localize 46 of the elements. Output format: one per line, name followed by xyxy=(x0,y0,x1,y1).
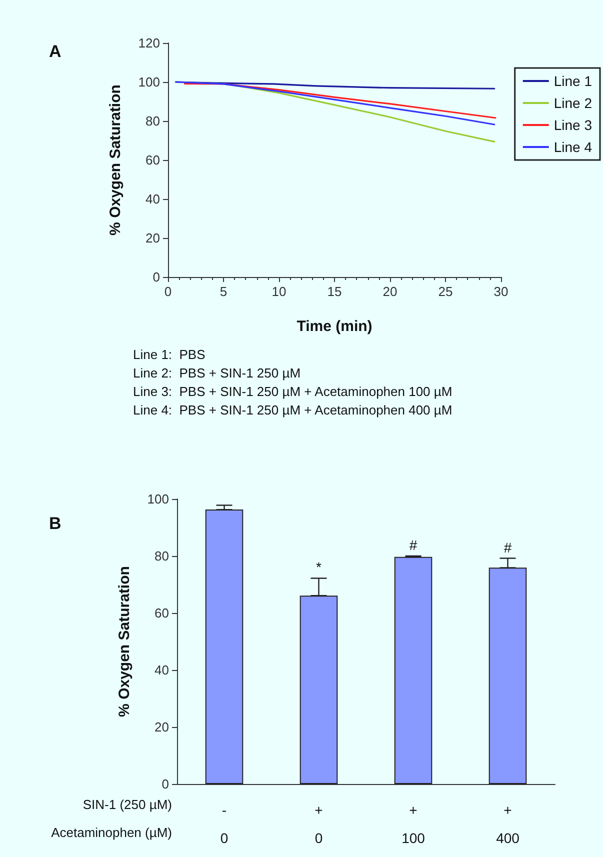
y-axis-title: % Oxygen Saturation xyxy=(116,566,133,717)
x-tick-label: + 400 xyxy=(496,802,520,846)
text: Line 1: PBS xyxy=(133,347,206,362)
text: Acetaminophen (µM) xyxy=(51,825,172,840)
y-tick-label: 80 xyxy=(146,114,160,128)
x-tick-label: 25 xyxy=(438,284,453,299)
y-tick-label: 60 xyxy=(154,606,169,620)
legend-label: Line 2 xyxy=(554,95,592,111)
legend-label: Line 3 xyxy=(554,117,592,133)
x-axis-title: Time (min) xyxy=(296,318,372,335)
x-tick-label: 10 xyxy=(272,284,286,299)
y-tick-label: 120 xyxy=(138,36,160,50)
text: Line 2: PBS + SIN-1 250 µM xyxy=(133,366,301,380)
text: Line 3: PBS + SIN-1 250 µM + Acetaminophen 100 µM xyxy=(133,384,452,399)
annotation: * xyxy=(316,559,322,576)
y-tick-label: 100 xyxy=(147,492,169,506)
x-tick-label: + 100 xyxy=(402,802,426,846)
y-tick-label: 80 xyxy=(154,548,169,564)
bar xyxy=(205,510,244,784)
y-axis-title: % Oxygen Saturation xyxy=(107,84,124,236)
text: B xyxy=(49,514,62,533)
x-tick-label: 30 xyxy=(494,284,508,299)
bar xyxy=(394,556,432,784)
x-tick-label: 5 xyxy=(220,284,228,299)
line-series xyxy=(174,81,496,126)
x-tick-label: 20 xyxy=(382,284,398,299)
x-tick-label: + 0 xyxy=(314,802,323,846)
y-tick-label: 0 xyxy=(162,776,169,792)
chart-title: A xyxy=(49,42,62,61)
text: SIN-1 (250 µM) xyxy=(82,797,172,812)
line-series xyxy=(184,82,496,119)
y-tick-label: 40 xyxy=(146,192,160,206)
line-series xyxy=(174,81,496,90)
x-tick-label: - 0 xyxy=(220,802,228,846)
y-tick-label: 20 xyxy=(154,720,169,734)
text: Line 4: PBS + SIN-1 250 µM + Acetaminophen 400 µM xyxy=(133,402,452,418)
x-tick-label: 15 xyxy=(327,284,342,299)
legend-label: Line 4 xyxy=(554,139,592,155)
annotation: # xyxy=(409,537,418,553)
y-tick-label: 100 xyxy=(138,74,160,90)
y-tick-label: 20 xyxy=(146,230,160,246)
y-tick-label: 40 xyxy=(154,662,169,678)
legend-label: Line 1 xyxy=(554,73,592,89)
y-tick-label: 60 xyxy=(146,152,160,168)
annotation: # xyxy=(504,539,512,556)
y-tick-label: 0 xyxy=(152,270,160,284)
